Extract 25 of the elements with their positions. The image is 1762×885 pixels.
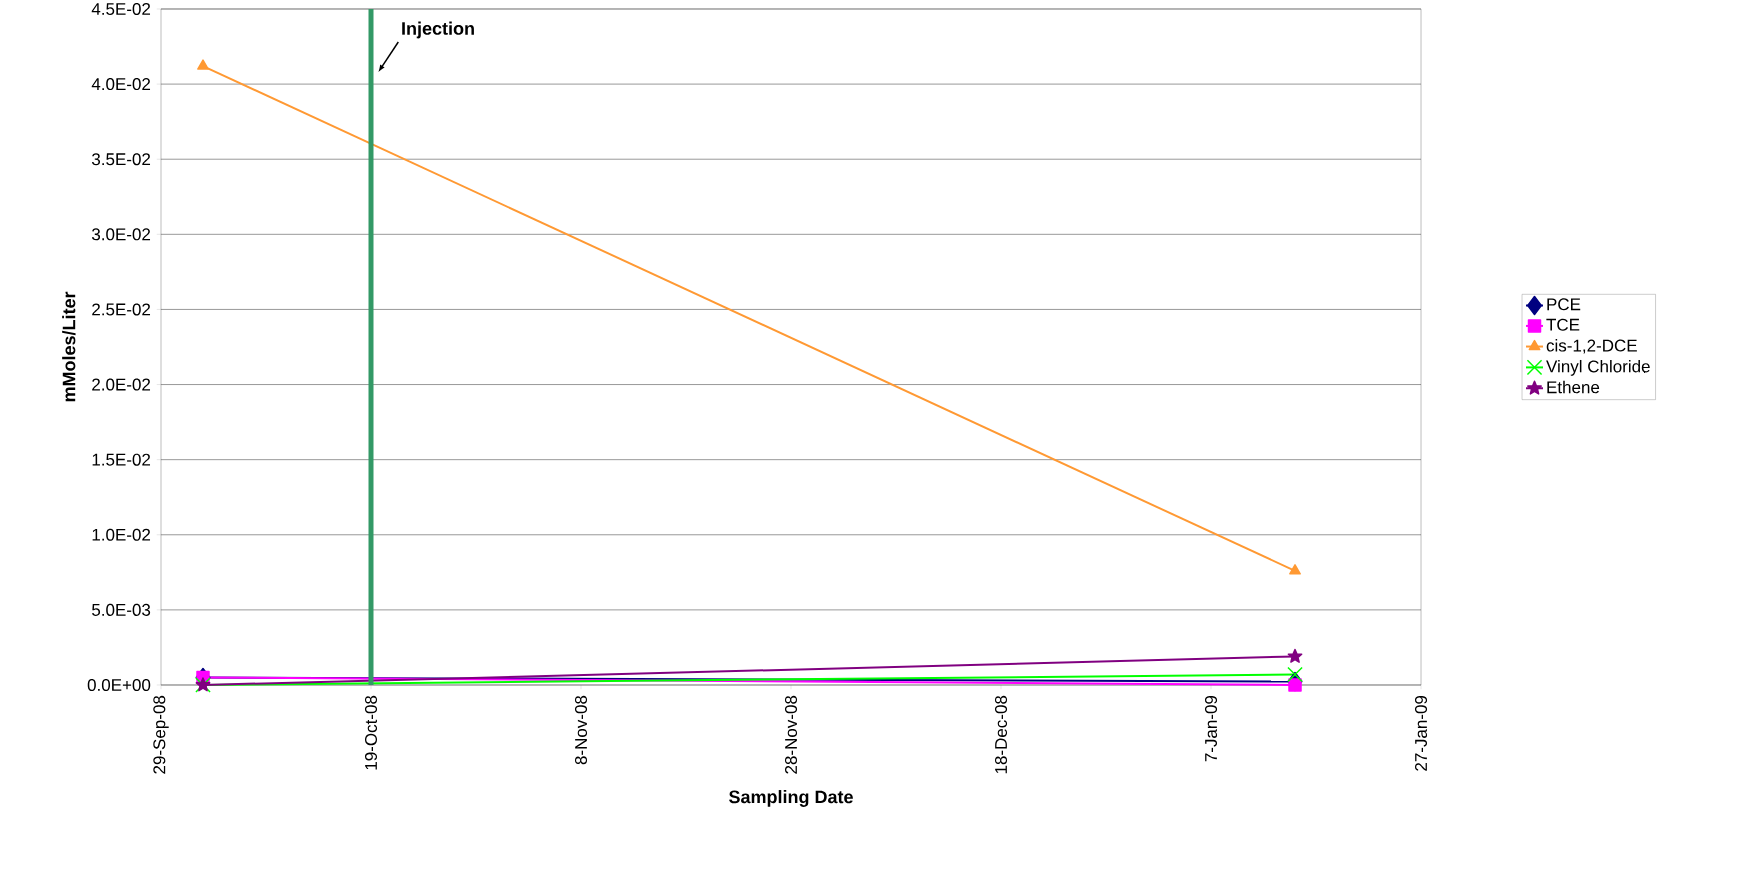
legend-label: TCE bbox=[1546, 318, 1580, 331]
x-tick-label: 28-Nov-08 bbox=[784, 695, 798, 774]
x-tick-label: 19-Oct-08 bbox=[364, 695, 378, 770]
y-tick-label: 2.5E-02 bbox=[92, 303, 151, 316]
y-tick-label: 3.0E-02 bbox=[91, 228, 151, 241]
legend-label: cis-1,2-DCE bbox=[1546, 339, 1637, 354]
y-tick-label: 5.0E-03 bbox=[92, 603, 151, 616]
y-tick-label: 0.0E+00 bbox=[87, 678, 151, 692]
ref-line-label: Injection bbox=[402, 21, 474, 39]
legend-label: PCE bbox=[1547, 298, 1581, 311]
x-tick-label: 8-Nov-08 bbox=[574, 695, 588, 765]
y-tick-label: 1.5E-02 bbox=[92, 453, 151, 466]
x-tick-label: 29-Sep-08 bbox=[153, 695, 169, 774]
x-tick-label: 7-Jan-09 bbox=[1204, 695, 1218, 762]
legend-label: Ethene bbox=[1547, 380, 1600, 394]
y-tick-label: 1.0E-02 bbox=[92, 528, 151, 541]
legend-label: Vinyl Chloride bbox=[1546, 359, 1650, 376]
y-axis-title: mMoles/Liter bbox=[62, 291, 76, 402]
y-tick-label: 3.5E-02 bbox=[91, 153, 151, 166]
y-tick-label: 2.0E-02 bbox=[92, 378, 151, 391]
y-tick-label: 4.0E-02 bbox=[91, 78, 151, 91]
x-axis-title: Sampling Date bbox=[729, 790, 853, 807]
x-tick-label: 27-Jan-09 bbox=[1414, 695, 1428, 771]
y-tick-label: 4.5E-02 bbox=[91, 2, 151, 16]
x-tick-label: 18-Dec-08 bbox=[994, 695, 1008, 774]
